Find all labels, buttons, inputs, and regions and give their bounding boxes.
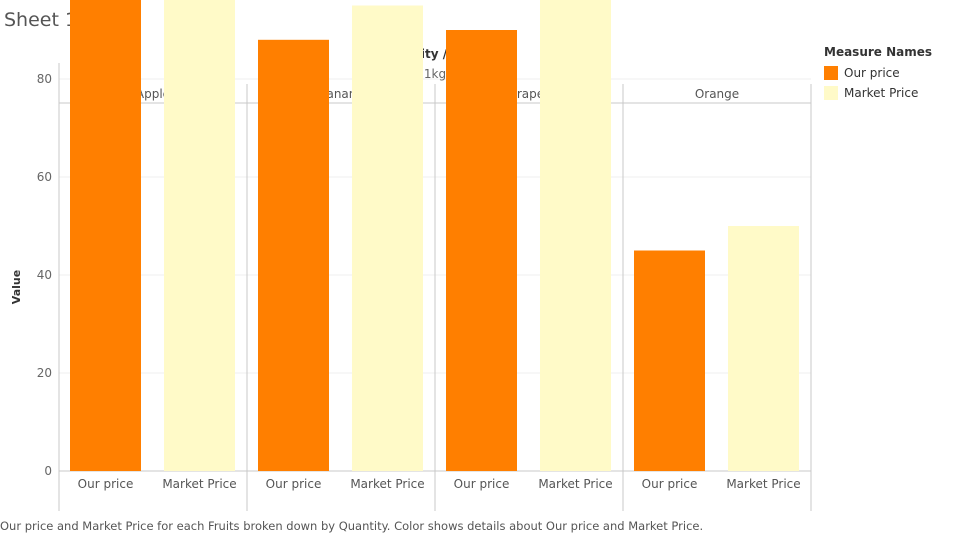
y-tick-label: 60 bbox=[37, 170, 52, 184]
y-tick-label: 40 bbox=[37, 268, 52, 282]
legend-swatch-our-price bbox=[824, 66, 838, 80]
bar-chart: 020406080100120ValueQuantity / Fruits1kg… bbox=[10, 0, 812, 511]
bar-our-price bbox=[70, 0, 141, 471]
legend-item-our-price[interactable]: Our price bbox=[824, 63, 932, 83]
category-header: Orange bbox=[695, 87, 739, 101]
y-tick-label: 20 bbox=[37, 366, 52, 380]
bar-our-price bbox=[634, 250, 705, 471]
x-tick-label: Our price bbox=[642, 477, 698, 491]
x-tick-label: Our price bbox=[454, 477, 510, 491]
legend-title: Measure Names bbox=[824, 45, 933, 59]
x-tick-label: Market Price bbox=[350, 477, 424, 491]
category-header: Apple bbox=[136, 87, 170, 101]
x-tick-label: Our price bbox=[266, 477, 322, 491]
x-tick-label: Market Price bbox=[538, 477, 612, 491]
category-header: Grapes bbox=[508, 87, 551, 101]
x-tick-label: Market Price bbox=[162, 477, 236, 491]
x-tick-label: Our price bbox=[78, 477, 134, 491]
bar-market-price bbox=[164, 0, 235, 471]
y-axis-label: Value bbox=[10, 270, 23, 304]
quantity-header: 1kg bbox=[424, 67, 446, 81]
legend-item-market-price[interactable]: Market Price bbox=[824, 83, 932, 103]
legend-label: Market Price bbox=[844, 86, 919, 100]
sheet-title: Sheet 1 bbox=[4, 9, 78, 31]
legend: Measure Names Our price Market Price bbox=[824, 45, 932, 103]
y-tick-label: 80 bbox=[37, 72, 52, 86]
bar-market-price bbox=[540, 0, 611, 471]
bar-market-price bbox=[352, 5, 423, 471]
bar-market-price bbox=[728, 226, 799, 471]
bar-our-price bbox=[258, 39, 329, 472]
legend-swatch-market-price bbox=[824, 86, 838, 100]
legend-label: Our price bbox=[844, 66, 900, 80]
bar-our-price bbox=[446, 30, 517, 471]
y-tick-label: 0 bbox=[44, 464, 52, 478]
chart-caption: Our price and Market Price for each Frui… bbox=[0, 519, 704, 533]
x-tick-label: Market Price bbox=[726, 477, 800, 491]
